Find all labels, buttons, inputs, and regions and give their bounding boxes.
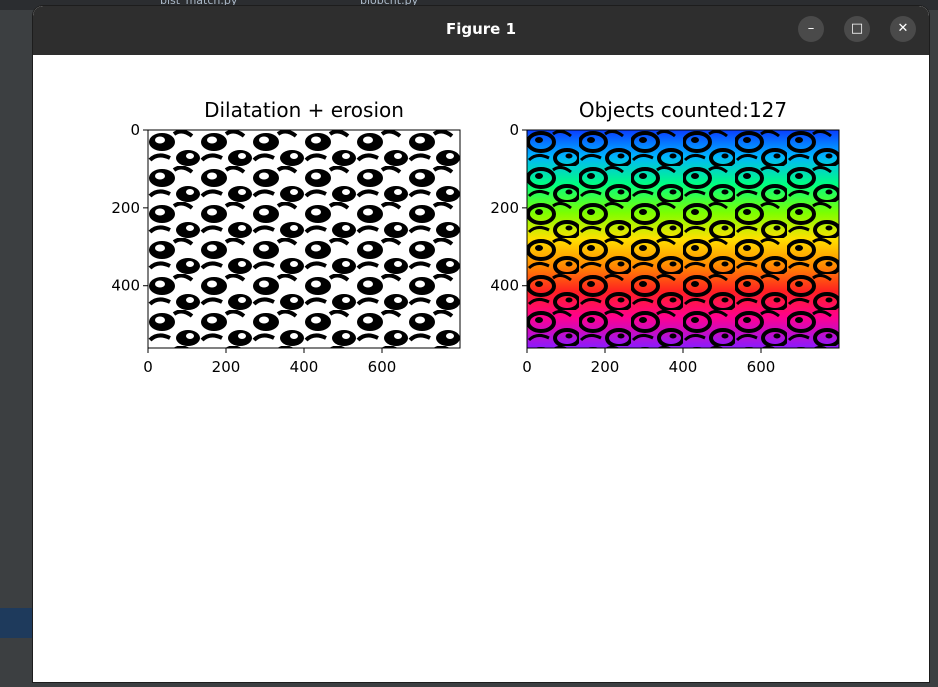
background-editor-tabs: bist_match.py blobcnt.py bbox=[0, 0, 938, 10]
x-tick-label: 400 bbox=[290, 358, 319, 376]
figure-canvas: Dilatation + erosion 0 200 400 600 0 200 400 O… bbox=[33, 55, 929, 682]
y-tick-label: 400 bbox=[490, 277, 519, 295]
window-titlebar[interactable]: Figure 1 – □ ✕ bbox=[33, 6, 929, 55]
maximize-icon: □ bbox=[850, 21, 864, 36]
y-tick-label: 0 bbox=[130, 121, 140, 139]
subplot-objects-counted: Objects counted:127 0 200 400 600 0 200 400 bbox=[490, 98, 840, 376]
x-tick-label: 0 bbox=[522, 358, 532, 376]
y-tick-label: 0 bbox=[509, 121, 519, 139]
x-tick-label: 600 bbox=[747, 358, 776, 376]
window-title: Figure 1 bbox=[445, 20, 517, 38]
minimize-button[interactable]: – bbox=[798, 16, 824, 42]
x-tick-label: 200 bbox=[591, 358, 620, 376]
subplot-1-title: Dilatation + erosion bbox=[204, 98, 404, 122]
subplot-1-image bbox=[148, 130, 460, 348]
background-ide-highlight bbox=[0, 608, 33, 638]
x-tick-label: 200 bbox=[212, 358, 241, 376]
subplot-2-title: Objects counted:127 bbox=[579, 98, 787, 122]
background-ide-panel bbox=[0, 10, 33, 687]
x-tick-label: 400 bbox=[669, 358, 698, 376]
subplot-dilatation-erosion: Dilatation + erosion 0 200 400 600 0 200 400 bbox=[111, 98, 461, 376]
close-button[interactable]: ✕ bbox=[890, 16, 916, 42]
x-tick-label: 600 bbox=[368, 358, 397, 376]
maximize-button[interactable]: □ bbox=[844, 16, 870, 42]
subplot-2-image bbox=[527, 130, 839, 348]
y-tick-label: 200 bbox=[111, 199, 140, 217]
figure-window: Figure 1 – □ ✕ bbox=[33, 6, 929, 682]
background-tab-2[interactable]: blobcnt.py bbox=[360, 0, 419, 7]
y-tick-label: 200 bbox=[490, 199, 519, 217]
minimize-icon: – bbox=[807, 21, 815, 36]
subplot-2-axes: 0 200 400 600 0 200 400 bbox=[490, 121, 775, 376]
close-icon: ✕ bbox=[897, 21, 909, 36]
x-tick-label: 0 bbox=[143, 358, 153, 376]
y-tick-label: 400 bbox=[111, 277, 140, 295]
subplot-1-axes: 0 200 400 600 0 200 400 bbox=[111, 121, 396, 376]
background-tab-1[interactable]: bist_match.py bbox=[160, 0, 238, 7]
figure-svg: Dilatation + erosion 0 200 400 600 0 200 400 O… bbox=[111, 98, 840, 376]
